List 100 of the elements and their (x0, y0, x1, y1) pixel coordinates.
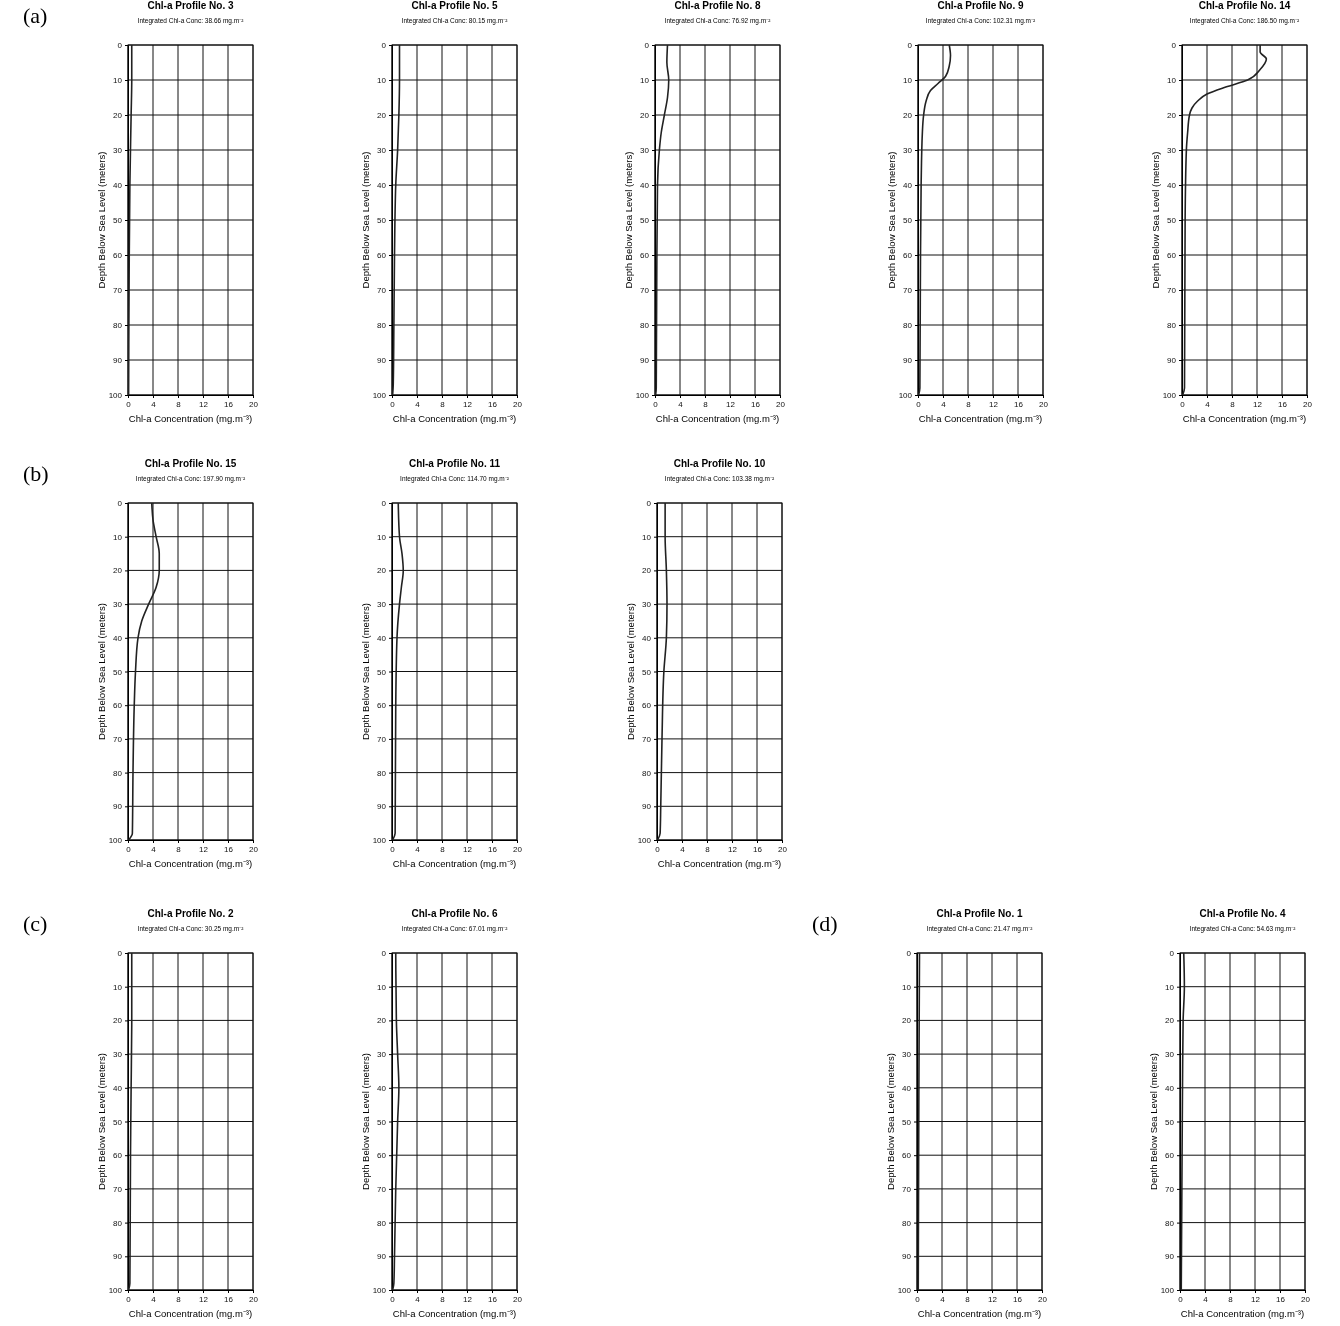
y-tick-label: 40 (640, 181, 650, 191)
x-tick-label: 16 (1014, 399, 1024, 409)
x-tick-label: 4 (680, 844, 686, 854)
y-tick-label: 30 (377, 146, 387, 156)
x-tick-label: 16 (753, 844, 763, 854)
y-tick-label: 70 (902, 1184, 912, 1194)
y-tick-label: 0 (117, 949, 123, 959)
y-tick-label: 80 (1167, 321, 1177, 331)
y-tick-label: 80 (377, 768, 387, 778)
y-tick-label: 80 (642, 768, 652, 778)
y-tick-label: 50 (640, 216, 650, 226)
chart-title: Chl-a Profile No. 6 (411, 908, 498, 919)
y-tick-label: 50 (377, 1117, 387, 1127)
x-tick-label: 20 (249, 844, 259, 854)
y-tick-label: 60 (113, 1151, 123, 1161)
x-tick-label: 0 (126, 1294, 132, 1304)
y-tick-label: 80 (113, 321, 123, 331)
y-tick-label: 30 (377, 1050, 387, 1060)
x-tick-label: 0 (653, 399, 659, 409)
y-tick-label: 30 (113, 1050, 123, 1060)
y-tick-label: 0 (381, 41, 387, 51)
x-tick-label: 8 (1228, 1294, 1234, 1304)
x-axis-title: Chl-a Concentration (mg.m⁻³) (657, 858, 782, 869)
chart-title: Chl-a Profile No. 15 (144, 458, 237, 469)
x-tick-label: 16 (224, 1294, 234, 1304)
y-axis-title: Depth Below Sea Level (meters) (886, 151, 897, 289)
text: (a) (23, 3, 48, 28)
x-tick-label: 0 (916, 399, 922, 409)
y-tick-label: 0 (117, 41, 123, 51)
y-tick-label: 10 (377, 532, 387, 542)
y-tick-label: 50 (903, 216, 913, 226)
x-tick-label: 4 (415, 399, 421, 409)
y-tick-label: 100 (1160, 1286, 1175, 1296)
y-tick-label: 60 (642, 701, 652, 711)
y-tick-label: 90 (377, 802, 387, 812)
y-tick-label: 100 (108, 391, 123, 401)
y-tick-label: 100 (372, 836, 387, 846)
y-tick-label: 30 (642, 600, 652, 610)
x-tick-label: 16 (224, 399, 234, 409)
text: (d) (812, 911, 838, 936)
x-tick-label: 20 (1301, 1294, 1311, 1304)
y-tick-label: 10 (1167, 76, 1177, 86)
chart-title: Chl-a Profile No. 14 (1198, 0, 1291, 11)
x-axis-title: Chl-a Concentration (mg.m⁻³) (128, 1308, 253, 1319)
y-tick-label: 80 (1165, 1218, 1175, 1228)
y-tick-label: 50 (113, 1117, 123, 1127)
x-tick-label: 20 (513, 844, 523, 854)
y-tick-label: 0 (117, 499, 123, 509)
y-tick-label: 20 (1165, 1016, 1175, 1026)
y-tick-label: 90 (902, 1252, 912, 1262)
y-tick-label: 20 (642, 566, 652, 576)
x-tick-label: 20 (776, 399, 786, 409)
x-tick-label: 12 (463, 1294, 473, 1304)
y-tick-label: 0 (644, 41, 650, 51)
y-tick-label: 90 (377, 356, 387, 366)
x-axis-title: Chl-a Concentration (mg.m⁻³) (918, 413, 1043, 424)
x-axis-title: Chl-a Concentration (mg.m⁻³) (128, 858, 253, 869)
x-tick-label: 12 (1253, 399, 1263, 409)
y-axis-title: Depth Below Sea Level (meters) (1148, 1053, 1159, 1190)
x-tick-label: 12 (989, 399, 999, 409)
y-axis-title: Depth Below Sea Level (meters) (623, 151, 634, 289)
y-axis-title: Depth Below Sea Level (meters) (1150, 151, 1161, 289)
y-tick-label: 20 (113, 566, 123, 576)
x-axis-title: Chl-a Concentration (mg.m⁻³) (392, 858, 517, 869)
x-tick-label: 8 (440, 844, 446, 854)
x-tick-label: 0 (390, 844, 396, 854)
y-tick-label: 100 (372, 391, 387, 401)
y-tick-label: 30 (113, 600, 123, 610)
x-tick-label: 16 (224, 844, 234, 854)
y-tick-label: 30 (113, 146, 123, 156)
x-tick-label: 8 (703, 399, 709, 409)
y-tick-label: 80 (377, 321, 387, 331)
y-tick-label: 40 (377, 181, 387, 191)
x-tick-label: 0 (390, 1294, 396, 1304)
y-tick-label: 100 (898, 391, 913, 401)
x-tick-label: 16 (751, 399, 761, 409)
y-tick-label: 10 (642, 532, 652, 542)
y-tick-label: 30 (377, 600, 387, 610)
chart-title: Chl-a Profile No. 4 (1199, 908, 1286, 919)
y-tick-label: 80 (903, 321, 913, 331)
x-tick-label: 0 (915, 1294, 921, 1304)
chart-title: Chl-a Profile No. 1 (936, 908, 1023, 919)
y-tick-label: 30 (903, 146, 913, 156)
y-tick-label: 70 (377, 1184, 387, 1194)
y-tick-label: 10 (377, 76, 387, 86)
x-tick-label: 0 (1180, 399, 1186, 409)
y-tick-label: 100 (1162, 391, 1177, 401)
x-tick-label: 16 (488, 1294, 498, 1304)
y-tick-label: 60 (902, 1151, 912, 1161)
x-tick-label: 12 (988, 1294, 998, 1304)
y-axis-title: Depth Below Sea Level (meters) (625, 603, 636, 740)
y-tick-label: 30 (640, 146, 650, 156)
chart-title: Chl-a Profile No. 9 (937, 0, 1024, 11)
x-tick-label: 20 (778, 844, 788, 854)
x-tick-label: 20 (249, 1294, 259, 1304)
y-tick-label: 80 (377, 1218, 387, 1228)
x-tick-label: 16 (1013, 1294, 1023, 1304)
y-tick-label: 100 (372, 1286, 387, 1296)
y-tick-label: 20 (377, 1016, 387, 1026)
x-tick-label: 4 (151, 1294, 157, 1304)
